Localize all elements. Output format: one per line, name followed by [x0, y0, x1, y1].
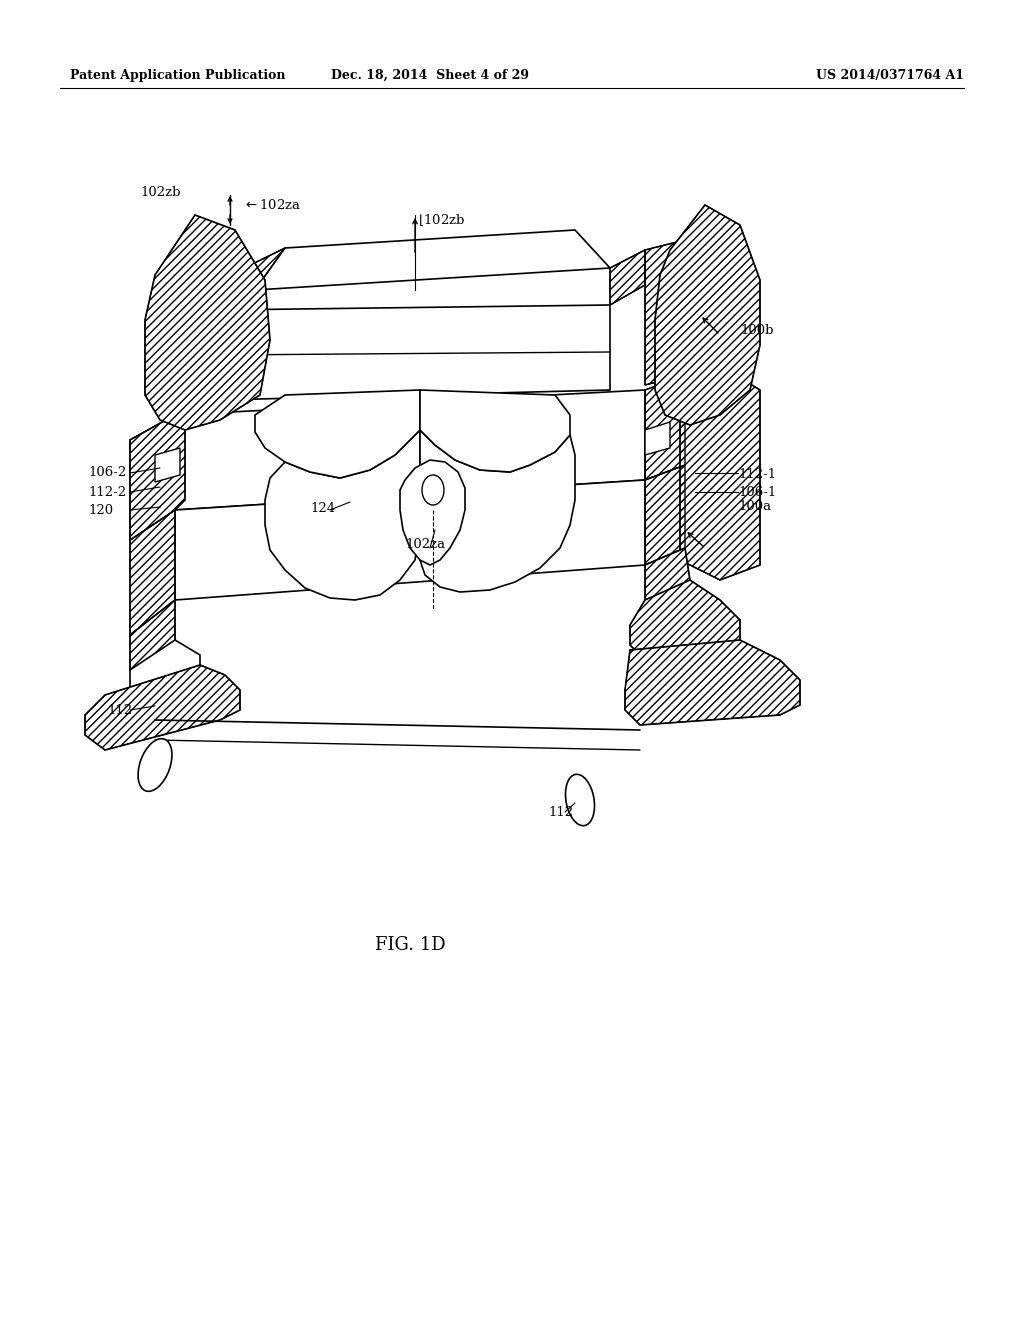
Text: $\lfloor$102zb: $\lfloor$102zb	[418, 213, 465, 228]
Text: 102za: 102za	[406, 539, 445, 552]
Polygon shape	[220, 248, 285, 310]
Text: FIG. 1D: FIG. 1D	[375, 936, 445, 954]
Polygon shape	[610, 249, 645, 305]
Polygon shape	[130, 510, 175, 635]
Ellipse shape	[565, 775, 595, 826]
Text: 100b: 100b	[740, 323, 773, 337]
Polygon shape	[175, 389, 645, 510]
Polygon shape	[255, 230, 610, 290]
Text: Patent Application Publication: Patent Application Publication	[70, 69, 286, 82]
Text: 106-2: 106-2	[88, 466, 126, 479]
Text: $\leftarrow$102za: $\leftarrow$102za	[243, 198, 301, 213]
Polygon shape	[265, 430, 420, 601]
Polygon shape	[130, 640, 200, 700]
Ellipse shape	[138, 739, 172, 792]
Polygon shape	[420, 430, 575, 591]
Polygon shape	[645, 422, 670, 455]
Polygon shape	[630, 579, 740, 671]
Polygon shape	[680, 366, 760, 579]
Polygon shape	[130, 601, 175, 671]
Polygon shape	[255, 389, 420, 478]
Polygon shape	[400, 459, 465, 565]
Polygon shape	[220, 305, 610, 400]
Ellipse shape	[422, 475, 444, 506]
Polygon shape	[130, 414, 185, 540]
Text: 120: 120	[88, 503, 113, 516]
Polygon shape	[645, 548, 690, 620]
Text: US 2014/0371764 A1: US 2014/0371764 A1	[816, 69, 964, 82]
Text: 124: 124	[310, 502, 335, 515]
Text: 106-1: 106-1	[738, 486, 776, 499]
Polygon shape	[625, 640, 800, 725]
Polygon shape	[145, 215, 270, 430]
Polygon shape	[645, 375, 685, 480]
Polygon shape	[420, 389, 570, 473]
Text: 112: 112	[106, 704, 132, 717]
Text: 100a: 100a	[738, 500, 771, 513]
Polygon shape	[175, 480, 645, 601]
Text: 112: 112	[548, 805, 573, 818]
Polygon shape	[130, 414, 175, 540]
Text: 102zb: 102zb	[140, 186, 180, 198]
Polygon shape	[645, 465, 685, 565]
Polygon shape	[645, 240, 685, 385]
Polygon shape	[85, 665, 240, 750]
Polygon shape	[175, 280, 220, 414]
Text: 112-1: 112-1	[738, 469, 776, 482]
Polygon shape	[155, 447, 180, 482]
Polygon shape	[655, 205, 760, 425]
Text: Dec. 18, 2014  Sheet 4 of 29: Dec. 18, 2014 Sheet 4 of 29	[331, 69, 529, 82]
Text: 112-2: 112-2	[88, 486, 126, 499]
